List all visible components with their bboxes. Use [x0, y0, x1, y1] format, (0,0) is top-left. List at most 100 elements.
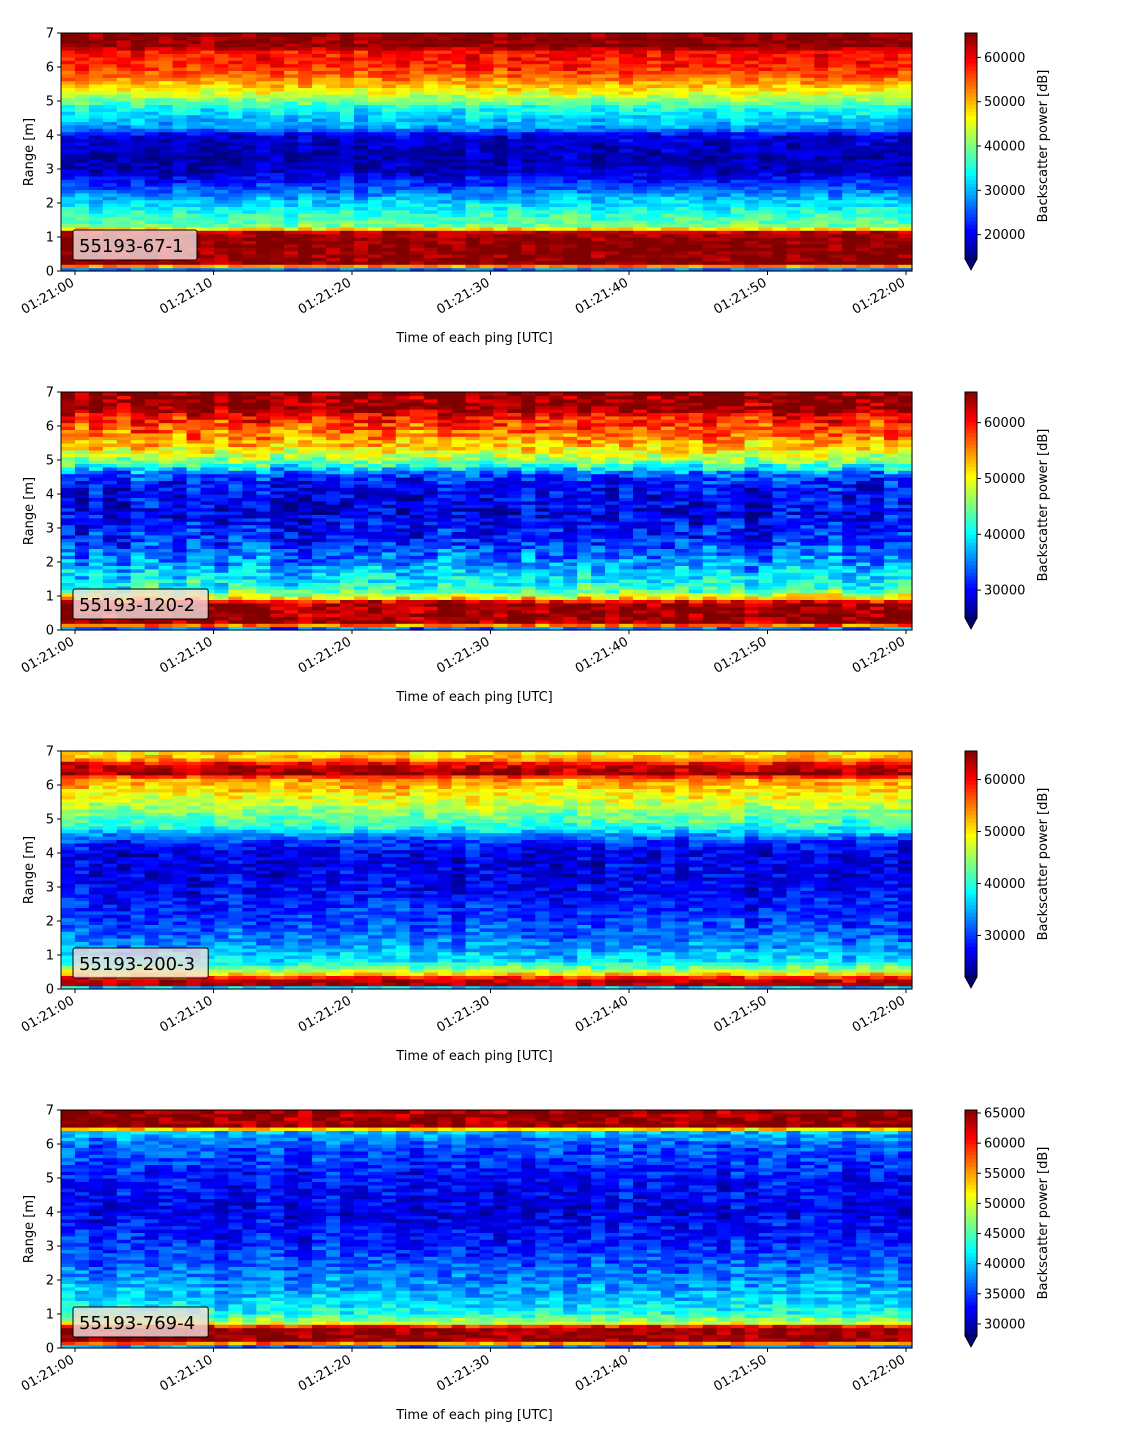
heatmap-cell: [898, 149, 913, 153]
heatmap-cell: [145, 504, 160, 508]
heatmap-cell: [452, 227, 467, 231]
heatmap-cell: [159, 159, 174, 163]
heatmap-cell: [745, 142, 760, 146]
x-tick-label: 01:21:00: [19, 275, 77, 317]
heatmap-cell: [61, 436, 76, 440]
heatmap-cell: [800, 159, 815, 163]
heatmap-cell: [89, 217, 104, 221]
heatmap-cell: [493, 244, 508, 248]
heatmap-cell: [772, 264, 787, 268]
heatmap-cell: [563, 244, 578, 248]
heatmap-cell: [228, 33, 243, 37]
heatmap-cell: [717, 166, 732, 170]
colorbar-segment: [965, 120, 977, 124]
heatmap-cell: [242, 132, 257, 136]
heatmap-cell: [898, 183, 913, 187]
heatmap-cell: [898, 159, 913, 163]
heatmap-cell: [745, 193, 760, 197]
heatmap-cell: [368, 251, 383, 255]
heatmap-cell: [382, 183, 397, 187]
heatmap-cell: [173, 193, 188, 197]
heatmap-cell: [535, 159, 550, 163]
heatmap-cell: [117, 217, 132, 221]
y-axis-label: Range [m]: [22, 118, 37, 186]
heatmap-cell: [75, 176, 90, 180]
heatmap-cell: [828, 142, 843, 146]
panel-label-text: 55193-67-1: [79, 236, 184, 257]
heatmap-cell: [270, 142, 285, 146]
colorbar-segment: [965, 248, 977, 252]
heatmap-cell: [103, 264, 118, 268]
heatmap-cell: [814, 166, 829, 170]
heatmap-cell: [549, 251, 564, 255]
heatmap-cell: [382, 234, 397, 238]
heatmap-cell: [131, 487, 146, 491]
heatmap-cell: [270, 149, 285, 153]
heatmap-cell: [828, 149, 843, 153]
heatmap-cell: [800, 244, 815, 248]
heatmap-cell: [242, 210, 257, 214]
colorbar-segment: [965, 44, 977, 48]
heatmap-cell: [800, 234, 815, 238]
heatmap-cell: [842, 251, 857, 255]
heatmap-cell: [214, 149, 229, 153]
heatmap-cell: [256, 166, 271, 170]
heatmap-cell: [159, 200, 174, 204]
heatmap-cell: [410, 217, 425, 221]
heatmap-cell: [145, 183, 160, 187]
heatmap-cell: [159, 453, 174, 457]
heatmap-cell: [521, 210, 536, 214]
heatmap-cell: [689, 193, 704, 197]
heatmap-cell: [466, 159, 481, 163]
heatmap-cell: [786, 149, 801, 153]
heatmap-cell: [187, 142, 202, 146]
heatmap-cell: [340, 227, 355, 231]
heatmap-cell: [786, 166, 801, 170]
heatmap-cell: [842, 234, 857, 238]
colorbar-segment: [965, 86, 977, 90]
heatmap-cell: [410, 176, 425, 180]
heatmap-cell: [675, 132, 690, 136]
heatmap-cell: [242, 159, 257, 163]
heatmap-cell: [326, 159, 341, 163]
heatmap-cell: [828, 159, 843, 163]
heatmap-cell: [438, 234, 453, 238]
heatmap-cell: [842, 217, 857, 221]
heatmap-cell: [703, 166, 718, 170]
heatmap-cell: [117, 183, 132, 187]
colorbar-tick-label: 30000: [984, 184, 1025, 199]
heatmap-cell: [201, 159, 216, 163]
heatmap-cell: [354, 193, 369, 197]
heatmap-cell: [103, 176, 118, 180]
heatmap-cell: [856, 210, 871, 214]
heatmap-cell: [368, 159, 383, 163]
heatmap-cell: [521, 193, 536, 197]
heatmap-cell: [410, 149, 425, 153]
heatmap-cell: [772, 210, 787, 214]
heatmap-cell: [786, 217, 801, 221]
heatmap-cell: [396, 210, 411, 214]
heatmap-cell: [131, 132, 146, 136]
heatmap-cell: [591, 227, 606, 231]
colorbar-segment: [965, 221, 977, 225]
heatmap-cell: [466, 193, 481, 197]
heatmap-cell: [117, 453, 132, 457]
heatmap-cell: [689, 149, 704, 153]
heatmap-cell: [661, 142, 676, 146]
heatmap-cell: [856, 227, 871, 231]
heatmap-cell: [201, 217, 216, 221]
heatmap-cell: [493, 132, 508, 136]
heatmap-cell: [201, 200, 216, 204]
heatmap-cell: [703, 227, 718, 231]
heatmap-cell: [731, 200, 746, 204]
heatmap-cell: [800, 142, 815, 146]
heatmap-cell: [800, 193, 815, 197]
heatmap-cell: [256, 217, 271, 221]
heatmap-cell: [270, 159, 285, 163]
heatmap-cell: [591, 132, 606, 136]
heatmap-cell: [312, 176, 327, 180]
heatmap-cell: [563, 264, 578, 268]
heatmap-cell: [661, 200, 676, 204]
heatmap-cell: [745, 210, 760, 214]
